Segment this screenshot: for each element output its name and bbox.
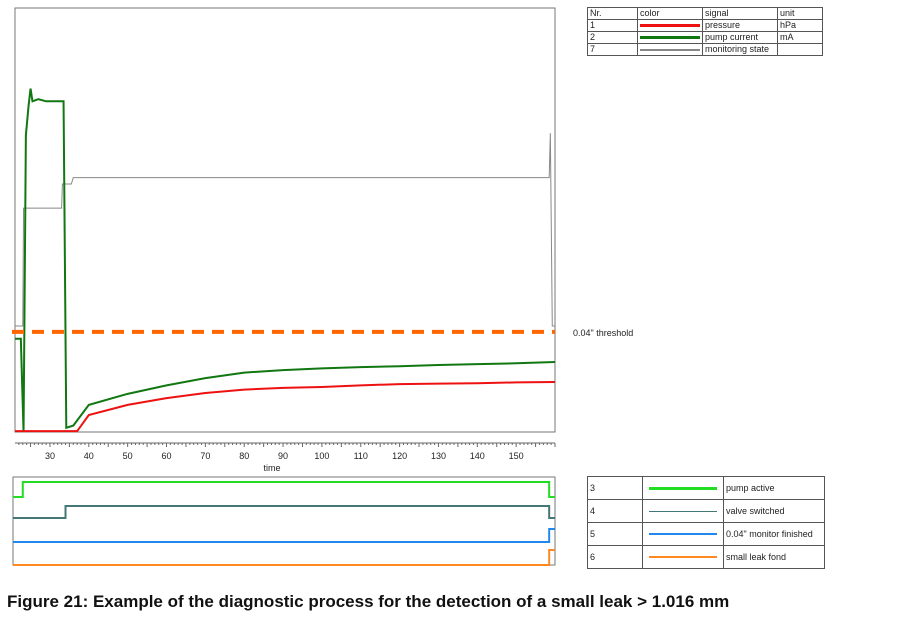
legend-swatch-monitoring-state [640,48,700,51]
x-tick-label: 70 [200,451,210,461]
legend-nr: 6 [587,545,643,569]
legend-unit: hPa [777,19,823,32]
x-axis-label: time [263,463,280,473]
legend-signal: monitoring state [702,43,778,56]
legend-swatch-monitor-finished [649,533,717,535]
x-tick-label: 60 [162,451,172,461]
x-tick-label: 110 [354,451,368,461]
legend-swatch-small-leak [649,556,717,558]
legend-nr: 4 [587,499,643,523]
digital-small-leak-fond [13,549,555,566]
digital-0-04-monitor-finished [13,528,555,543]
x-tick-label: 40 [84,451,94,461]
legend-nr: 1 [587,19,638,32]
x-tick-label: 90 [278,451,288,461]
legend-unit: mA [777,31,823,44]
legend-header-nr: Nr. [587,7,638,20]
legend-table-bottom: 3 pump active 4 valve switched 5 0.04" moni… [587,476,825,569]
legend-nr: 5 [587,522,643,546]
legend-header-unit: unit [777,7,823,20]
digital-valve-switched [13,505,555,519]
series-pump-current [15,88,556,433]
threshold-label: 0.04" threshold [573,328,634,338]
x-tick-label: 120 [392,451,407,461]
digital-pump-active [13,481,555,498]
legend-nr: 7 [587,43,638,56]
x-tick-label: 130 [431,451,446,461]
legend-table-top: Nr. color signal unit 1 pressure hPa 2 pump cu… [587,7,823,56]
x-tick-label: 50 [123,451,133,461]
x-tick-label: 80 [239,451,249,461]
legend-signal: pressure [702,19,778,32]
legend-signal: valve switched [723,499,825,523]
figure-caption: Figure 21: Example of the diagnostic pro… [7,592,730,611]
legend-signal: pump current [702,31,778,44]
series-pressure [15,380,556,433]
legend-header-signal: signal [702,7,778,20]
x-tick-label: 150 [509,451,524,461]
series-monitoring-state [15,133,555,327]
legend-signal: 0.04" monitor finished [723,522,825,546]
legend-swatch-pump-active [649,486,717,490]
legend-swatch-pump-current [640,36,700,39]
legend-nr: 2 [587,31,638,44]
legend-header-color: color [637,7,703,20]
legend-swatch-valve-switched [649,510,717,512]
x-tick-label: 140 [470,451,485,461]
digital-plot-frame [12,476,556,566]
x-tick-label: 100 [314,451,329,461]
x-tick-label: 30 [45,451,55,461]
legend-swatch-pressure [640,24,700,27]
main-plot-frame [14,7,556,433]
legend-signal: small leak fond [723,545,825,569]
legend-nr: 3 [587,476,643,500]
legend-signal: pump active [723,476,825,500]
